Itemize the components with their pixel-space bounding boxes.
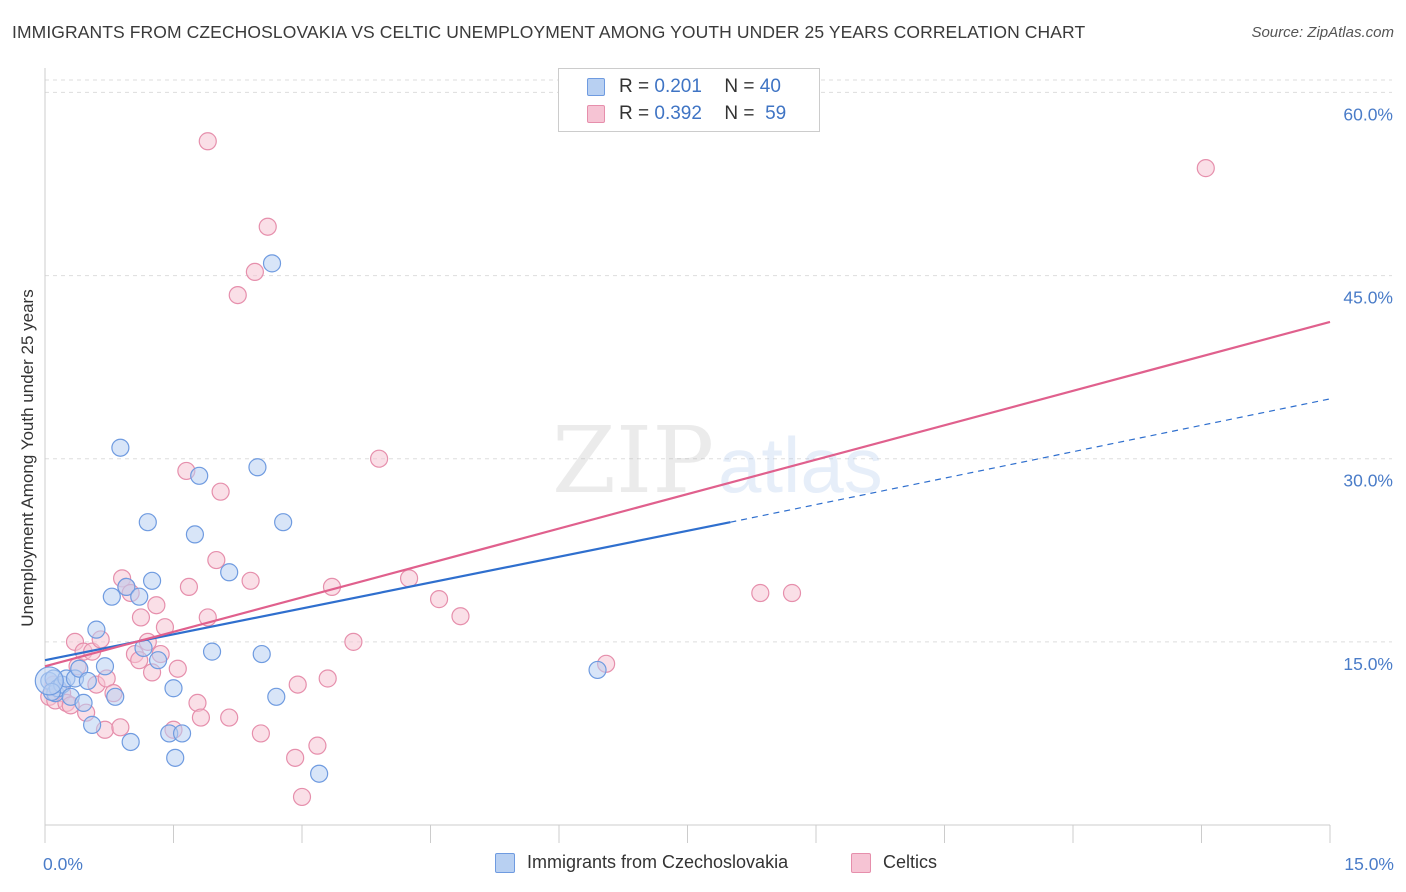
celtics-point xyxy=(308,736,327,755)
czechoslovakia-point xyxy=(248,458,267,477)
celtics-point xyxy=(191,708,211,727)
tick-labels: 15.0% 30.0% 45.0% 60.0% 0.0% 15.0% xyxy=(43,104,1394,874)
y-tick-label: 30.0% xyxy=(1343,471,1393,491)
legend-swatch-pink xyxy=(851,852,871,873)
celtics-point xyxy=(220,708,239,727)
grid-lines xyxy=(45,79,1392,643)
celtics-point xyxy=(782,583,802,603)
czechoslovakia-point xyxy=(95,657,115,676)
czechoslovakia-trend-line xyxy=(44,521,731,662)
czechoslovakia-point xyxy=(262,254,282,273)
legend-row-celtics: R = 0.392 N = 59 xyxy=(587,101,786,127)
czechoslovakia-point xyxy=(267,687,286,706)
celtics-point xyxy=(198,132,217,151)
legend-label-czechoslovakia: Immigrants from Czechoslovakia xyxy=(527,852,789,872)
legend-r-value: 0.392 xyxy=(654,103,702,124)
legend-n-label: N = xyxy=(724,76,755,97)
czechoslovakia-point xyxy=(148,651,168,670)
chart-title: IMMIGRANTS FROM CZECHOSLOVAKIA VS CELTIC… xyxy=(12,22,1086,42)
celtics-point xyxy=(251,724,270,743)
celtics-point xyxy=(399,569,419,588)
y-tick-label: 15.0% xyxy=(1343,654,1393,674)
x-tick-label: 0.0% xyxy=(43,854,83,874)
legend-swatch-pink xyxy=(587,105,605,123)
czechoslovakia-point xyxy=(117,577,136,597)
legend-n-label: N = xyxy=(724,103,755,124)
czechoslovakia-points xyxy=(34,254,607,783)
watermark-zip: ZIP xyxy=(552,407,714,514)
legend-swatch-blue xyxy=(495,852,515,873)
legend-swatch-blue xyxy=(587,78,605,96)
czechoslovakia-point-cluster xyxy=(34,666,64,696)
czechoslovakia-point xyxy=(111,438,130,457)
czechoslovakia-point xyxy=(142,571,162,590)
czechoslovakia-point xyxy=(130,587,149,606)
watermark: ZIP atlas xyxy=(552,407,883,514)
czechoslovakia-point xyxy=(164,679,183,698)
celtics-point xyxy=(344,632,363,651)
czechoslovakia-point xyxy=(172,724,192,743)
czechoslovakia-point xyxy=(310,764,329,783)
celtics-trend-line xyxy=(44,320,1331,668)
czechoslovakia-point xyxy=(274,513,293,532)
celtics-point xyxy=(370,449,389,468)
czechoslovakia-trend-extension xyxy=(730,398,1331,523)
x-tick-label: 15.0% xyxy=(1344,854,1394,874)
czechoslovakia-point xyxy=(74,693,93,713)
czechoslovakia-point xyxy=(252,644,271,664)
legend-r-value: 0.201 xyxy=(654,76,702,97)
source-credit: Source: ZipAtlas.com xyxy=(1251,24,1394,41)
y-tick-label: 45.0% xyxy=(1343,288,1393,308)
celtics-point xyxy=(258,217,277,236)
celtics-point xyxy=(241,571,260,590)
celtics-point xyxy=(111,718,130,737)
czechoslovakia-point xyxy=(166,748,185,767)
stats-legend: R = 0.201 N = 40 R = 0.392 N = 59 xyxy=(558,68,820,132)
celtics-point xyxy=(131,608,151,627)
legend-item-celtics[interactable]: Celtics xyxy=(851,852,937,873)
celtics-point xyxy=(179,577,199,597)
czechoslovakia-point xyxy=(138,513,157,532)
celtics-point xyxy=(228,286,247,305)
legend-n-value: 40 xyxy=(759,76,781,97)
celtics-point xyxy=(318,669,337,688)
celtics-point xyxy=(286,748,305,767)
czechoslovakia-point xyxy=(190,466,209,485)
celtics-point xyxy=(245,262,264,282)
celtics-point xyxy=(751,583,770,603)
czechoslovakia-point xyxy=(106,687,125,706)
czechoslovakia-point xyxy=(121,732,140,752)
celtics-point xyxy=(207,550,226,570)
series-legend: Immigrants from Czechoslovakia Celtics xyxy=(0,852,1406,878)
czechoslovakia-point xyxy=(185,525,205,544)
celtics-point xyxy=(288,675,307,694)
czechoslovakia-point xyxy=(78,671,97,691)
legend-r-label: R = xyxy=(619,76,650,97)
legend-n-value: 59 xyxy=(765,103,787,124)
y-tick-label: 60.0% xyxy=(1343,104,1393,124)
legend-item-czechoslovakia[interactable]: Immigrants from Czechoslovakia xyxy=(495,852,788,873)
czechoslovakia-point xyxy=(102,587,121,606)
celtics-point xyxy=(168,659,187,678)
legend-row-czechoslovakia: R = 0.201 N = 40 xyxy=(587,74,781,100)
czechoslovakia-point xyxy=(87,620,106,639)
czechoslovakia-point xyxy=(588,660,607,680)
legend-r-label: R = xyxy=(619,103,650,124)
celtics-point xyxy=(1196,159,1215,178)
czechoslovakia-point xyxy=(83,715,102,734)
celtics-point xyxy=(429,590,449,609)
legend-label-celtics: Celtics xyxy=(883,852,938,872)
celtics-point xyxy=(451,607,470,626)
celtics-point xyxy=(211,482,230,501)
celtics-point xyxy=(147,596,166,615)
celtics-point xyxy=(292,787,312,807)
czechoslovakia-point xyxy=(220,563,239,582)
czechoslovakia-point xyxy=(202,642,222,661)
trend-lines xyxy=(44,320,1331,668)
